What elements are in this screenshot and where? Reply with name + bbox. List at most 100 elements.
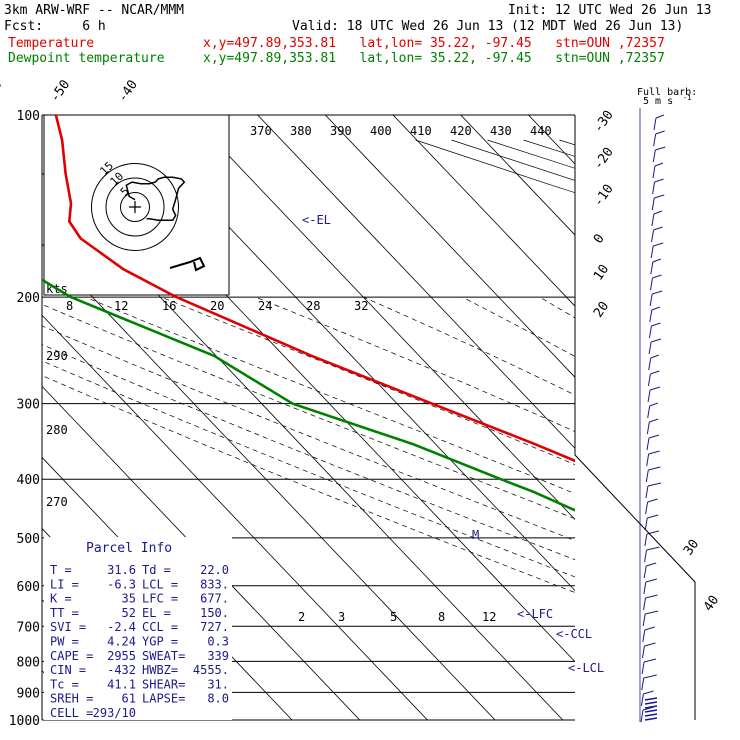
isotherm-label-20: 20	[591, 299, 612, 320]
dry-adiabat-label-270: 270	[46, 495, 68, 509]
moist-adiabat-25	[255, 296, 575, 432]
wind-barb-30	[643, 594, 658, 611]
parcel-key-3: TT =	[50, 606, 79, 620]
wind-barb-low-1	[644, 701, 658, 705]
mixing-ratio-top-8: 8	[66, 299, 73, 313]
wind-barb-34	[641, 658, 657, 675]
parcel-val-0: 31.6	[107, 563, 136, 577]
barb-key-unit: -1	[683, 94, 691, 102]
parcel-key2-3: EL =	[142, 606, 171, 620]
wind-barb-2	[652, 146, 666, 163]
wind-barb-17	[647, 386, 661, 403]
wind-barb-35	[641, 674, 657, 691]
wind-barb-16	[647, 370, 660, 387]
mixing-ratio-labels: 8 12 16 20 24 28 322 3 5 8 12	[66, 299, 496, 624]
wind-barb-21	[646, 450, 660, 467]
isotherm-label--30: -30	[591, 108, 617, 136]
moist-adiabat-15	[85, 296, 575, 494]
parcel-val-1: -6.3	[107, 577, 136, 591]
parcel-key2-1: LCL =	[142, 577, 178, 591]
isotherm-label-0: 0	[591, 232, 608, 247]
wind-barb-1	[653, 130, 665, 147]
dry-adiabat-260	[487, 139, 575, 169]
wind-barb-18	[647, 402, 658, 419]
parcel-key-1: LI =	[50, 577, 79, 591]
parcel-key2-4: CCL =	[142, 620, 178, 634]
theta-e-label-410: 410	[410, 124, 432, 138]
isotherm--90	[42, 385, 361, 720]
theta-e-label-400: 400	[370, 124, 392, 138]
isotherm-label--40: -40	[115, 77, 141, 105]
mixing-ratio-low-2: 2	[298, 610, 305, 624]
wind-barb-10	[650, 274, 662, 291]
parcel-val2-2: 677.	[200, 592, 229, 606]
temperature-line	[54, 115, 575, 463]
dry-adiabat-290	[596, 140, 740, 733]
parcel-key-7: CIN =	[50, 663, 86, 677]
temperature-location-info: x,y=497.89,353.81 lat,lon= 35.22, -97.45…	[203, 36, 665, 51]
parcel-val2-9: 8.0	[207, 692, 229, 706]
parcel-panel-bg	[44, 537, 232, 720]
pressure-label-800: 800	[17, 655, 40, 670]
parcel-val2-1: 833.	[200, 577, 229, 591]
wind-barb-20	[646, 434, 660, 451]
dry-adiabat-240	[415, 139, 575, 194]
theta-e-label-430: 430	[490, 124, 512, 138]
parcel-key-9: SREH =	[50, 692, 93, 706]
dry-adiabat-300	[632, 140, 740, 733]
mixing-ratio-top-28: 28	[306, 299, 320, 313]
mixing-ratio-top-32: 32	[354, 299, 368, 313]
parcel-val2-6: 339	[207, 649, 229, 663]
wind-barb-31	[642, 610, 659, 627]
hodo-ring-10	[105, 177, 165, 237]
hodo-trace	[125, 176, 186, 222]
pressure-label-500: 500	[17, 532, 40, 547]
parcel-val-8: 41.1	[107, 677, 136, 691]
dewpoint-legend-label: Dewpoint temperature	[8, 51, 165, 66]
isotherm-label--20: -20	[591, 145, 617, 173]
moist-adiabat-0	[42, 344, 575, 561]
parcel-val-7: -432	[107, 663, 136, 677]
hodograph-frame	[43, 114, 230, 296]
theta-e-labels: 370 380 390 400 410 420 430 440	[250, 124, 552, 138]
pressure-label-700: 700	[17, 620, 40, 635]
pressure-label-400: 400	[17, 473, 40, 488]
isotherm-50	[719, 102, 740, 733]
parcel-val2-0: 22.0	[200, 563, 229, 577]
marker-el: <-EL	[302, 213, 331, 227]
mixing-ratio-low-12: 12	[482, 610, 496, 624]
isotherm-20	[527, 115, 575, 165]
isotherm-label-40: 40	[701, 593, 722, 614]
parcel-val2-8: 31.	[207, 677, 229, 691]
isotherm--30	[189, 115, 575, 521]
wind-barb-14	[648, 338, 662, 355]
pressure-label-600: 600	[17, 580, 40, 595]
theta-e-label-440: 440	[530, 124, 552, 138]
parcel-val-10: 293/10	[93, 706, 136, 720]
wind-barb-33	[641, 642, 656, 659]
parcel-val2-4: 727.	[200, 620, 229, 634]
parcel-info-panel: Parcel Info T = 31.6 Td = 22.0 LI = -6.3 LCL = 8…	[44, 537, 232, 720]
wind-barb-22	[645, 466, 661, 483]
wind-barb-11	[649, 290, 663, 307]
wind-barb-26	[644, 530, 660, 547]
parcel-val-4: -2.4	[107, 620, 136, 634]
temperature-legend-label: Temperature	[8, 36, 95, 51]
dry-adiabat-labels: 290 280 270	[46, 349, 68, 509]
pressure-label-200: 200	[17, 291, 40, 306]
dry-adiabat-280	[559, 139, 575, 146]
parcel-key-8: Tc =	[50, 677, 79, 691]
pressure-tick-labels: 100 200 300 400 500 600 700 800 900 1000	[9, 109, 40, 729]
wind-barb-4	[652, 178, 664, 195]
wind-barb-9	[650, 258, 662, 275]
theta-e-label-390: 390	[330, 124, 352, 138]
wind-barb-29	[643, 578, 657, 595]
plot-right-frame	[574, 115, 696, 720]
mixing-ratio-top-16: 16	[162, 299, 176, 313]
parcel-key-10: CELL =	[50, 706, 93, 720]
hodo-ring-5	[120, 192, 150, 222]
mixing-ratio-top-12: 12	[114, 299, 128, 313]
wind-barb-13	[648, 322, 661, 339]
isotherm--70	[42, 243, 496, 720]
